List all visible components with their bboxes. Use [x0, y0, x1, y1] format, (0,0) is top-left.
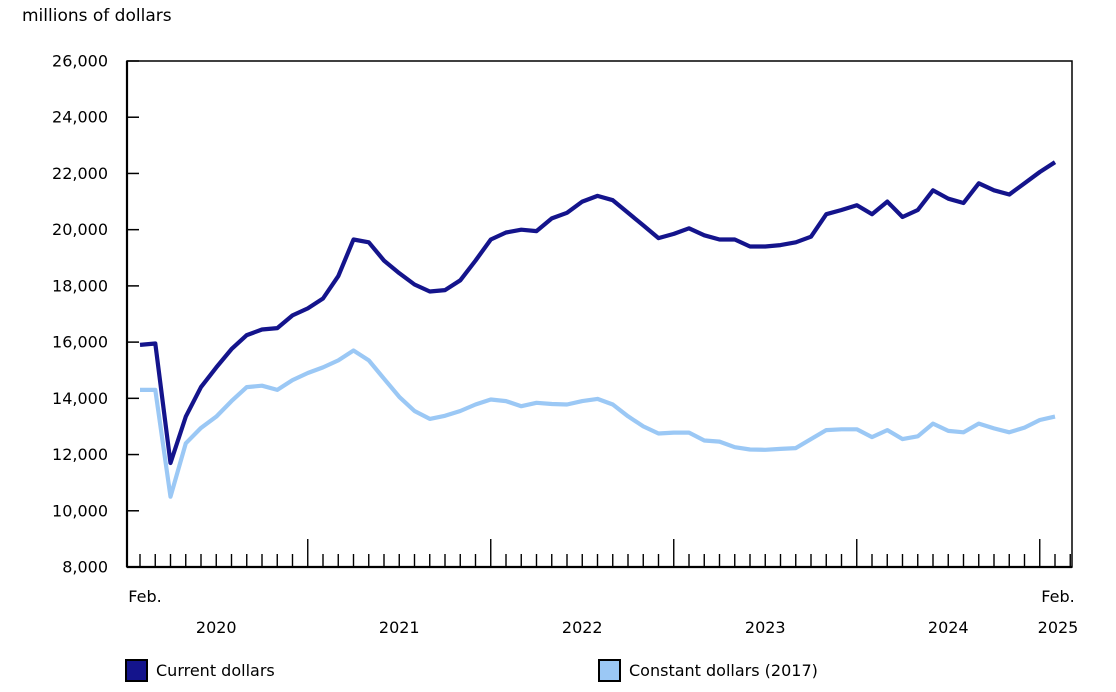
x-axis-year-label: 2022 — [562, 618, 603, 637]
y-axis-label: 22,000 — [52, 164, 108, 183]
y-axis-label: 16,000 — [52, 333, 108, 352]
legend-item-constant: Constant dollars (2017) — [598, 659, 818, 682]
legend-swatch-constant-dollars — [598, 659, 621, 682]
legend-label-current-dollars: Current dollars — [156, 661, 275, 680]
legend-label-constant-dollars: Constant dollars (2017) — [629, 661, 818, 680]
legend-swatch-current-dollars — [125, 659, 148, 682]
current-dollars-line — [139, 160, 1057, 466]
x-axis-year-label: 2020 — [196, 618, 237, 637]
y-axis-label: 12,000 — [52, 445, 108, 464]
x-axis-feb-right-label: Feb. — [1041, 587, 1074, 606]
y-axis-label: 10,000 — [52, 501, 108, 520]
plot-border — [126, 60, 1073, 568]
x-axis-year-label: 2025 — [1038, 618, 1079, 637]
y-axis-label: 18,000 — [52, 276, 108, 295]
x-axis-feb-left-label: Feb. — [128, 587, 161, 606]
legend-item-current: Current dollars — [125, 659, 275, 682]
y-axis-label: 8,000 — [62, 558, 108, 577]
x-axis-year-label: 2024 — [928, 618, 969, 637]
y-axis-label: 14,000 — [52, 389, 108, 408]
y-axis-label: 24,000 — [52, 108, 108, 127]
y-axis-label: 26,000 — [52, 52, 108, 71]
x-axis-year-label: 2021 — [379, 618, 420, 637]
y-axis-label: 20,000 — [52, 220, 108, 239]
x-axis-year-label: 2023 — [745, 618, 786, 637]
chart-title: millions of dollars — [22, 6, 172, 26]
constant-dollars-line — [140, 348, 1056, 499]
